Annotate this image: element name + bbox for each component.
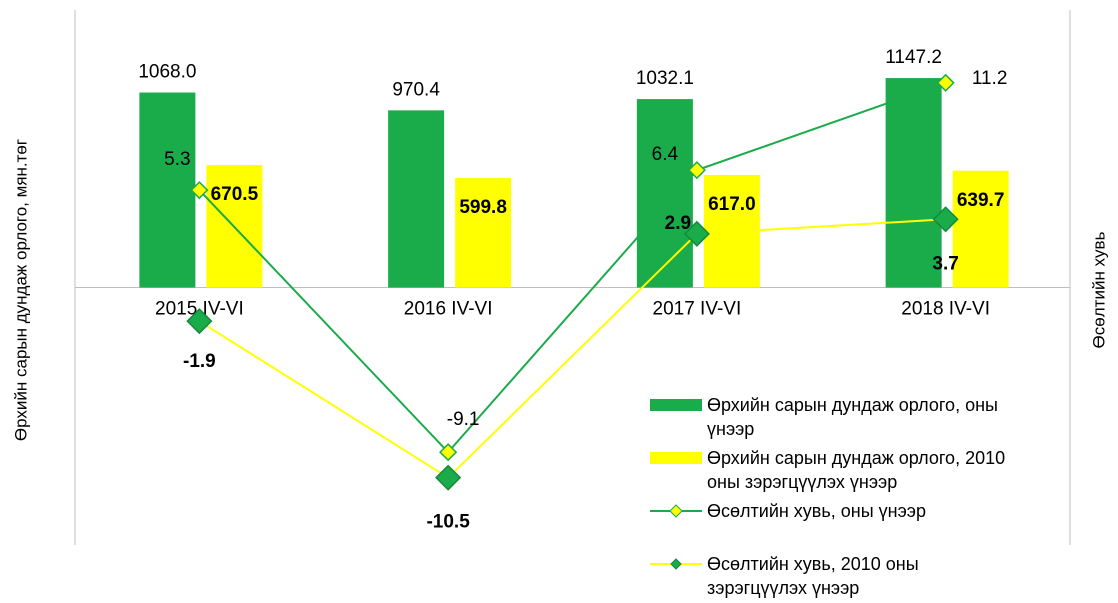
marker [687, 161, 706, 180]
legend-swatch [650, 399, 702, 411]
bar-value-label: 639.7 [957, 190, 1005, 211]
line-value-label: -9.1 [447, 409, 480, 430]
bar-value-label: 1147.2 [885, 47, 942, 68]
legend-marker [669, 504, 683, 518]
bar-value-label: 599.8 [459, 197, 507, 218]
marker [932, 206, 959, 233]
bar-value-label: 670.5 [211, 184, 259, 205]
line [198, 81, 946, 454]
line [198, 218, 946, 479]
marker [439, 443, 458, 462]
legend-label: Өсөлтийн хувь, 2010 оны зэрэгцүүлэх үнээ… [707, 554, 919, 598]
legend-label: Өрхийн сарын дундаж орлого, 2010 оны зэр… [707, 448, 1006, 492]
marker [435, 464, 462, 491]
x-tick-label: 2016 IV-VI [404, 299, 493, 320]
bar [139, 92, 196, 288]
bar [636, 99, 693, 288]
marker [186, 308, 213, 335]
legend-label: Өсөлтийн хувь, оны үнээр [707, 501, 926, 521]
marker [936, 73, 955, 92]
legend-label: Өрхийн сарын дундаж орлого, оны үнээр [707, 395, 998, 439]
legend-marker [670, 558, 682, 570]
line-value-label: 3.7 [932, 253, 958, 274]
x-tick-label: 2017 IV-VI [653, 299, 742, 320]
line-value-label: 5.3 [164, 149, 190, 170]
line-value-label: 2.9 [665, 213, 691, 234]
bar-value-label: 1068.0 [138, 62, 196, 83]
line-value-label: -10.5 [426, 512, 470, 533]
y-axis-label: Өрхийн сарын дундаж орлого, мян.төг [11, 139, 30, 441]
x-tick-label: 2018 IV-VI [901, 299, 990, 320]
bar-value-label: 617.0 [708, 194, 756, 215]
line-value-label: -1.9 [183, 351, 216, 372]
bar [388, 110, 445, 288]
y2-axis-label: Өсөлтийн хувь [1089, 231, 1108, 348]
line-value-label: 6.4 [652, 144, 679, 165]
bar [952, 170, 1009, 288]
bar [885, 78, 942, 288]
bar-value-label: 970.4 [392, 79, 440, 100]
bar-value-label: 1032.1 [636, 68, 694, 89]
bar [455, 178, 512, 288]
legend-swatch [650, 452, 702, 464]
marker [190, 181, 209, 200]
line-value-label: 11.2 [972, 68, 1008, 89]
marker [683, 220, 710, 247]
